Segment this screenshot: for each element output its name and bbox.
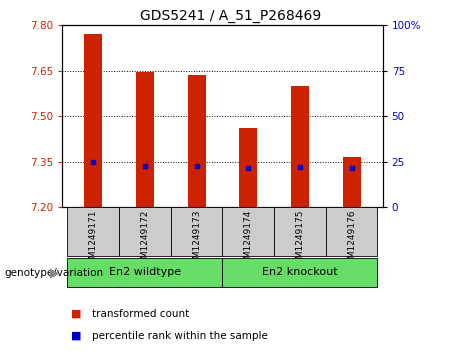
- Text: ▶: ▶: [50, 267, 60, 280]
- Bar: [223, 207, 274, 256]
- Bar: [239, 128, 257, 207]
- Text: GSM1249175: GSM1249175: [296, 209, 304, 270]
- Bar: [84, 34, 102, 207]
- Text: En2 wildtype: En2 wildtype: [109, 267, 181, 277]
- Text: GSM1249171: GSM1249171: [89, 209, 98, 270]
- Bar: [188, 75, 206, 207]
- Text: transformed count: transformed count: [92, 309, 189, 319]
- Text: En2 knockout: En2 knockout: [262, 267, 338, 277]
- Text: GDS5241 / A_51_P268469: GDS5241 / A_51_P268469: [140, 9, 321, 23]
- Bar: [136, 72, 154, 207]
- Text: GSM1249173: GSM1249173: [192, 209, 201, 270]
- Bar: [67, 207, 119, 256]
- Text: percentile rank within the sample: percentile rank within the sample: [92, 331, 268, 341]
- Bar: [326, 207, 378, 256]
- Bar: [343, 157, 361, 207]
- Bar: [274, 207, 326, 256]
- Text: genotype/variation: genotype/variation: [5, 268, 104, 278]
- Text: GSM1249172: GSM1249172: [141, 209, 149, 270]
- Text: GSM1249176: GSM1249176: [347, 209, 356, 270]
- Text: ■: ■: [71, 309, 82, 319]
- Bar: [119, 207, 171, 256]
- Bar: [171, 207, 223, 256]
- Text: GSM1249174: GSM1249174: [244, 209, 253, 270]
- Text: ■: ■: [71, 331, 82, 341]
- Bar: [223, 258, 378, 287]
- Bar: [67, 258, 223, 287]
- Bar: [291, 86, 309, 207]
